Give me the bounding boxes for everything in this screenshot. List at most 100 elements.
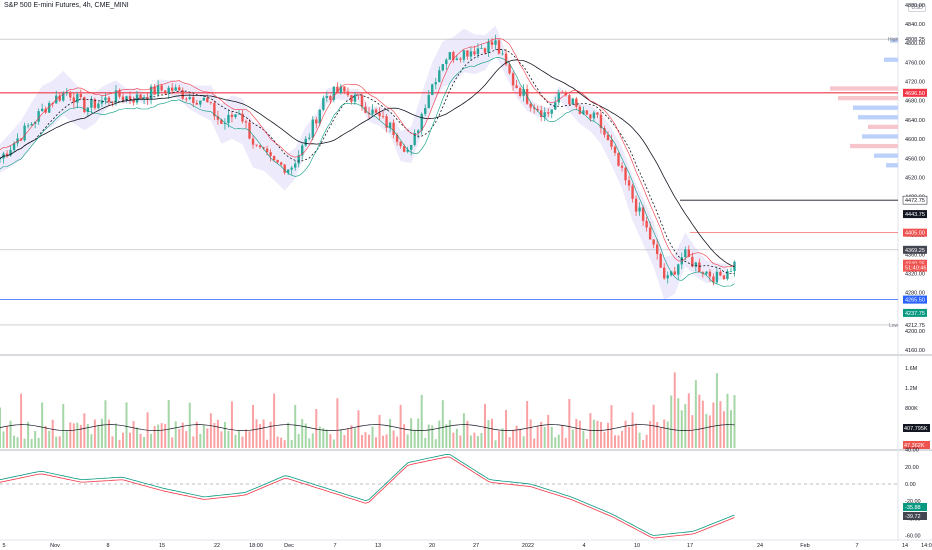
volume-bar: [726, 393, 729, 448]
candle-body: [469, 51, 473, 57]
time-axis[interactable]: 5 Nov 8 15 22 18:00 Dec 7 13 20 27 2022 4 10 17 24 Feb 7 1…: [2, 543, 932, 549]
candle-body: [420, 113, 423, 131]
volume-bar: [719, 401, 722, 448]
volume-bar: [304, 423, 307, 448]
candle-body: [139, 94, 142, 99]
candle-body: [490, 41, 494, 45]
volume-bar: [508, 437, 511, 448]
high-value: 4808.25: [905, 37, 925, 43]
volume-bar: [259, 423, 262, 448]
volume-bar: [315, 408, 318, 448]
time-label: 8: [106, 543, 109, 549]
volume-bar: [733, 395, 736, 448]
price-tag: 4237.75: [905, 311, 925, 317]
volume-bar: [575, 419, 578, 448]
time-label: 20: [429, 543, 435, 549]
volume-bar: [294, 404, 297, 448]
candle-body: [641, 207, 645, 221]
candle-body: [9, 149, 12, 156]
volume-bar: [628, 426, 631, 448]
volume-bar: [206, 428, 209, 448]
volume-bar: [139, 433, 142, 448]
price-tag-bg: [903, 245, 927, 254]
candle-body: [529, 103, 532, 108]
osc-signal-line: [0, 456, 735, 539]
volume-bar: [712, 402, 715, 448]
candle-body: [58, 95, 61, 101]
price-tag-bg: [903, 295, 927, 304]
time-label: 7: [333, 543, 336, 549]
candle-body: [297, 155, 300, 164]
currency-label[interactable]: USD: [908, 4, 926, 12]
candle-body: [532, 107, 536, 109]
candle-body: [438, 70, 441, 83]
candle-body: [522, 89, 525, 96]
volume-bar: [72, 423, 75, 448]
volume-bar: [512, 429, 515, 448]
volume-bar: [469, 435, 472, 448]
volume-profile-row: [858, 115, 898, 120]
volume-bar: [27, 421, 30, 448]
candle-body: [494, 40, 497, 45]
candle-body: [466, 50, 469, 57]
volume-bar: [396, 436, 399, 448]
ma-line: [0, 48, 735, 274]
volume-bar: [466, 420, 469, 448]
candle-body: [248, 122, 251, 139]
volume-bar: [649, 421, 652, 448]
candle-body: [515, 85, 518, 89]
price-tag: 4265.50: [905, 298, 925, 304]
price-tag: 4696.50: [905, 91, 925, 97]
volume-bar: [659, 427, 662, 448]
candle-body: [322, 97, 325, 110]
price-tick: 4320.00: [905, 271, 925, 277]
volume-bar: [100, 418, 103, 448]
volume-bar: [51, 419, 54, 448]
volume-bar: [445, 424, 448, 448]
horizontal-levels[interactable]: [0, 38, 898, 326]
candle-body: [195, 102, 198, 105]
candle-body: [487, 41, 490, 53]
candle-body: [385, 116, 388, 128]
candle-body: [634, 198, 638, 212]
volume-bar: [673, 372, 676, 448]
candle-body: [79, 94, 83, 98]
price-axis[interactable]: 4880.00 4840.00 4800.00 4760.00 4720.00 4680.…: [888, 3, 930, 540]
candlestick-series: [0, 34, 736, 286]
volume-bar: [16, 437, 19, 448]
volume-bar: [501, 428, 504, 448]
candle-body: [627, 180, 631, 186]
candle-body: [178, 87, 181, 91]
candle-body: [659, 253, 662, 268]
volume-bar: [44, 426, 47, 448]
volume-bar: [375, 437, 378, 448]
volume-bar: [382, 435, 385, 448]
candle-body: [680, 257, 683, 265]
candle-body: [135, 94, 139, 103]
candle-body: [318, 109, 321, 124]
volume-bar: [111, 436, 114, 448]
candle-body: [399, 141, 402, 147]
volume-bar: [614, 435, 616, 448]
volume-bar: [515, 425, 518, 448]
candle-body: [26, 125, 30, 127]
candle-body: [125, 96, 128, 101]
volume-bar: [353, 428, 356, 448]
volume-bar: [617, 435, 620, 448]
volume-bar: [526, 401, 529, 448]
volume-bar: [694, 380, 697, 448]
candle-body: [272, 155, 276, 161]
time-label: 27: [473, 543, 479, 549]
volume-bar: [473, 432, 476, 448]
time-label: 17: [687, 543, 693, 549]
candle-body: [599, 114, 603, 129]
candle-body: [603, 128, 606, 135]
volume-bar: [599, 421, 602, 448]
time-label: 2022: [522, 543, 534, 549]
volume-bar: [389, 418, 392, 448]
candle-body: [290, 167, 293, 170]
candle-body: [62, 93, 65, 101]
candle-body: [223, 123, 227, 124]
volume-bar: [164, 423, 167, 448]
